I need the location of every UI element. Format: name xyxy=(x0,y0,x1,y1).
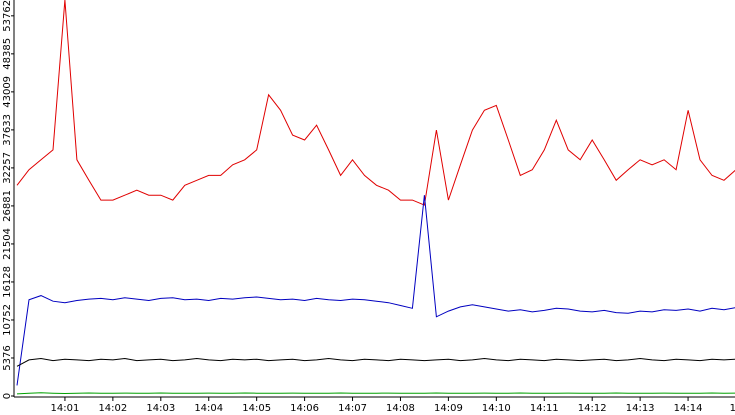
series-line xyxy=(16,392,735,395)
x-tick-label: 14:10 xyxy=(482,403,511,414)
x-tick-label: 14 xyxy=(730,403,735,414)
series-line xyxy=(16,195,735,386)
y-tick-label: 43009 xyxy=(2,76,13,108)
y-tick-label: 21504 xyxy=(2,228,13,260)
y-tick-label: 16128 xyxy=(2,266,13,298)
x-tick-label: 14:06 xyxy=(290,403,319,414)
y-tick-label: 5376 xyxy=(2,345,13,370)
x-tick-label: 14:04 xyxy=(194,403,223,414)
y-tick-label: 0 xyxy=(2,393,13,399)
x-tick-label: 14:11 xyxy=(530,403,559,414)
x-tick-label: 14:12 xyxy=(578,403,607,414)
y-tick-label: 32257 xyxy=(2,152,13,184)
x-tick-label: 14:14 xyxy=(674,403,703,414)
x-tick-label: 14:02 xyxy=(98,403,127,414)
x-tick-label: 14:05 xyxy=(242,403,271,414)
y-tick-label: 53762 xyxy=(2,0,13,32)
y-tick-label: 10752 xyxy=(2,304,13,336)
y-tick-label: 26881 xyxy=(2,190,13,222)
y-tick-label: 48385 xyxy=(2,38,13,70)
x-tick-label: 14:08 xyxy=(386,403,415,414)
y-tick-label: 37633 xyxy=(2,114,13,146)
x-tick-label: 14:09 xyxy=(434,403,463,414)
x-tick-label: 14:07 xyxy=(338,403,367,414)
series-line xyxy=(16,357,735,367)
x-tick-label: 14:01 xyxy=(51,403,80,414)
series-line xyxy=(16,0,735,206)
x-tick-label: 14:03 xyxy=(146,403,175,414)
x-tick-label: 14:13 xyxy=(626,403,655,414)
